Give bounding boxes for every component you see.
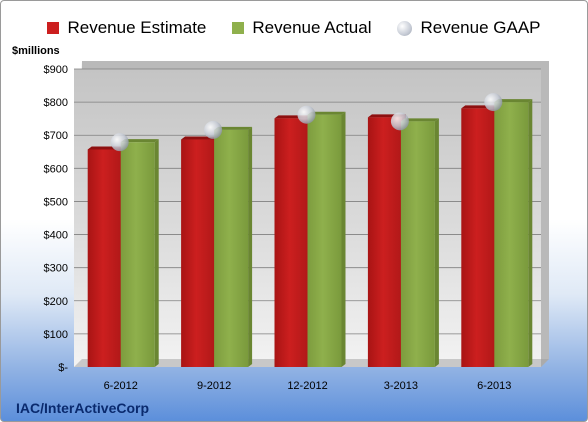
legend-swatch-actual bbox=[232, 22, 245, 34]
bar-estimate bbox=[87, 149, 122, 367]
x-tick-label: 9-2012 bbox=[197, 380, 231, 392]
x-tick-label: 12-2012 bbox=[287, 380, 327, 392]
bar-actual-side bbox=[341, 111, 346, 368]
y-tick-label: $300 bbox=[44, 263, 68, 275]
bar-actual-top bbox=[120, 139, 159, 143]
bar-actual bbox=[120, 142, 155, 367]
bar-actual bbox=[307, 114, 342, 368]
legend-item-gaap: Revenue GAAP bbox=[397, 18, 541, 38]
y-tick-label: $800 bbox=[44, 97, 68, 109]
bar-actual-top bbox=[400, 118, 439, 122]
bar-actual bbox=[494, 102, 529, 367]
legend: Revenue Estimate Revenue Actual Revenue … bbox=[1, 14, 587, 42]
bar-estimate bbox=[367, 117, 402, 367]
y-tick-label: $600 bbox=[44, 163, 68, 175]
bar-estimate bbox=[461, 108, 496, 367]
company-name: IAC/InterActiveCorp bbox=[16, 400, 150, 416]
y-tick-label: $500 bbox=[44, 196, 68, 208]
x-tick-label: 6-2012 bbox=[104, 380, 138, 392]
bar-estimate bbox=[274, 118, 309, 367]
gaap-point bbox=[297, 105, 316, 124]
x-tick-label: 3-2013 bbox=[384, 380, 418, 392]
legend-swatch-estimate bbox=[47, 22, 60, 34]
gaap-point bbox=[390, 112, 409, 131]
legend-label-actual: Revenue Actual bbox=[252, 18, 372, 37]
y-axis-unit-label: $millions bbox=[12, 45, 60, 57]
bar-actual-top bbox=[494, 99, 533, 103]
bar-actual-side bbox=[248, 126, 253, 368]
y-tick-label: $200 bbox=[44, 296, 68, 308]
bar-actual-side bbox=[154, 139, 159, 367]
legend-item-estimate: Revenue Estimate bbox=[47, 18, 206, 38]
y-tick-label: $900 bbox=[44, 64, 68, 76]
bar-actual-side bbox=[434, 118, 439, 367]
gaap-point bbox=[484, 93, 503, 112]
legend-label-gaap: Revenue GAAP bbox=[420, 18, 541, 37]
bar-actual-side bbox=[528, 99, 533, 367]
bar-actual-top bbox=[307, 111, 346, 115]
legend-swatch-gaap bbox=[397, 20, 413, 36]
bar-actual bbox=[214, 129, 249, 367]
y-tick-label: $- bbox=[58, 362, 68, 374]
legend-label-estimate: Revenue Estimate bbox=[67, 18, 207, 37]
legend-item-actual: Revenue Actual bbox=[232, 18, 371, 38]
gaap-point bbox=[204, 120, 223, 139]
y-tick-label: $100 bbox=[44, 329, 68, 341]
y-tick-label: $400 bbox=[44, 230, 68, 242]
bar-actual-top bbox=[214, 126, 253, 130]
bar-estimate bbox=[181, 139, 216, 367]
gaap-point bbox=[110, 133, 129, 152]
y-tick-label: $700 bbox=[44, 130, 68, 142]
x-tick-label: 6-2013 bbox=[477, 380, 511, 392]
bar-actual bbox=[400, 121, 435, 367]
